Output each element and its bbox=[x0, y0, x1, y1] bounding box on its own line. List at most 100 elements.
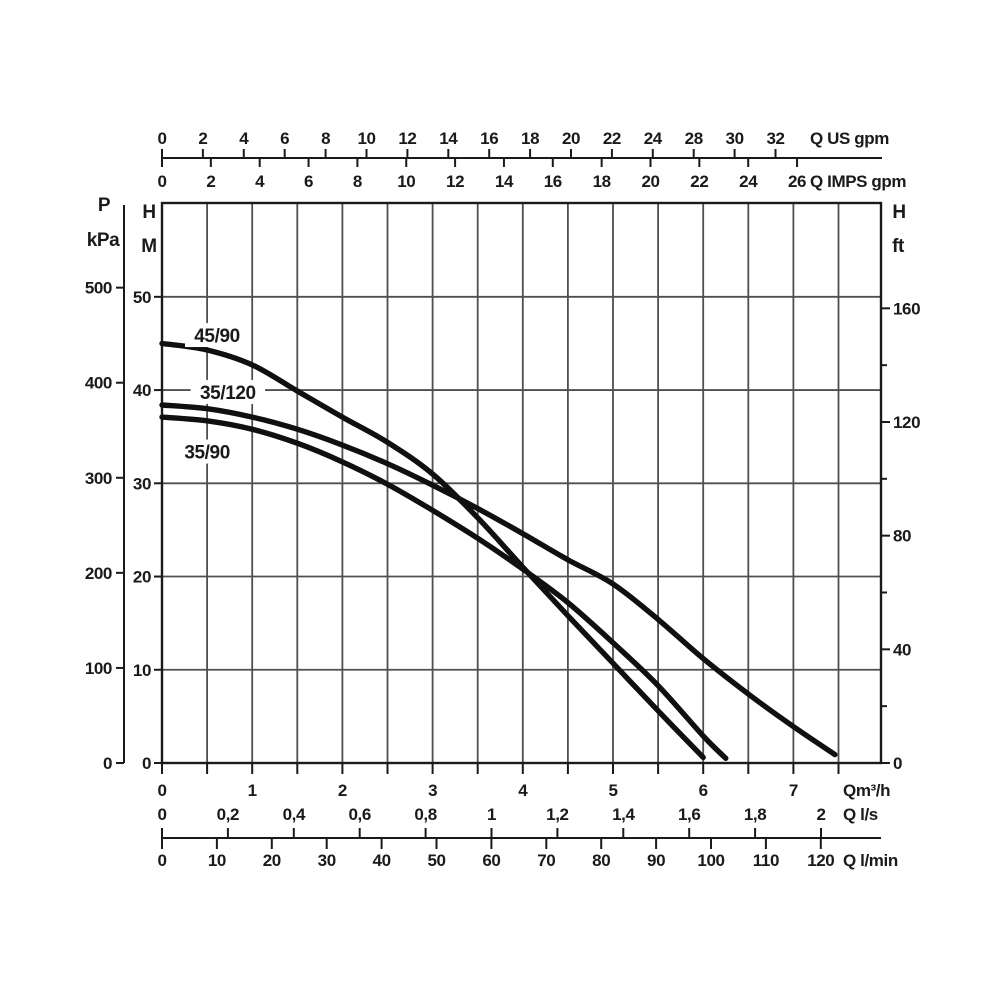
tick-label-lmin: 50 bbox=[427, 851, 445, 870]
tick-label-m: 0 bbox=[142, 754, 151, 773]
axis-title-p: P bbox=[98, 195, 111, 216]
axis-unit-m: M bbox=[141, 236, 156, 257]
tick-label-ft: 0 bbox=[893, 754, 902, 773]
tick-label-usgpm: 4 bbox=[239, 129, 249, 148]
axis-head-meters: HM 0 10 20 30 40 50 bbox=[133, 202, 162, 773]
curve-label-35-90: 35/90 bbox=[184, 443, 230, 464]
tick-label-lmin: 80 bbox=[592, 851, 610, 870]
tick-label-usgpm: 8 bbox=[321, 129, 330, 148]
tick-label-usgpm: 16 bbox=[480, 129, 498, 148]
tick-label-usgpm: 12 bbox=[398, 129, 416, 148]
tick-label-ls: 1 bbox=[487, 805, 496, 824]
tick-label-m3h: 7 bbox=[789, 781, 798, 800]
axis-unit-impsgpm: Q IMPS gpm bbox=[810, 172, 906, 191]
tick-label-kpa: 300 bbox=[85, 469, 112, 488]
tick-label-usgpm: 0 bbox=[157, 129, 166, 148]
tick-label-impsgpm: 24 bbox=[739, 172, 758, 191]
tick-label-usgpm: 32 bbox=[766, 129, 784, 148]
tick-label-lmin: 40 bbox=[373, 851, 391, 870]
tick-label-impsgpm: 8 bbox=[353, 172, 362, 191]
tick-label-impsgpm: 6 bbox=[304, 172, 313, 191]
tick-label-ls: 0,2 bbox=[217, 805, 239, 824]
tick-label-m3h: 2 bbox=[338, 781, 347, 800]
tick-label-usgpm: 30 bbox=[726, 129, 744, 148]
tick-label-impsgpm: 0 bbox=[157, 172, 166, 191]
tick-label-usgpm: 28 bbox=[685, 129, 703, 148]
axis-head-feet: Hft 0 40 80 120 160 bbox=[881, 202, 921, 773]
tick-label-m3h: 6 bbox=[699, 781, 708, 800]
axis-unit-ft: ft bbox=[892, 236, 905, 257]
axis-unit-usgpm: Q US gpm bbox=[810, 129, 889, 148]
tick-label-impsgpm: 22 bbox=[690, 172, 708, 191]
tick-label-kpa: 400 bbox=[85, 374, 112, 393]
tick-label-ls: 0,8 bbox=[414, 805, 436, 824]
axis-unit-ls: Q l/s bbox=[843, 805, 878, 824]
tick-label-kpa: 0 bbox=[103, 754, 112, 773]
tick-label-ls: 2 bbox=[816, 805, 825, 824]
tick-label-lmin: 30 bbox=[318, 851, 336, 870]
tick-label-usgpm: 6 bbox=[280, 129, 289, 148]
tick-label-ft: 120 bbox=[893, 413, 920, 432]
axis-unit-lmin: Q l/min bbox=[843, 851, 898, 870]
curve-label-backing bbox=[185, 323, 250, 348]
tick-label-lmin: 110 bbox=[753, 851, 779, 870]
tick-label-m: 50 bbox=[133, 288, 151, 307]
tick-label-impsgpm: 2 bbox=[206, 172, 215, 191]
tick-label-lmin: 20 bbox=[263, 851, 281, 870]
tick-label-ls: 0,6 bbox=[348, 805, 370, 824]
tick-label-ls: 1,4 bbox=[612, 805, 635, 824]
tick-label-ft: 160 bbox=[893, 299, 920, 318]
curve-label-35-120: 35/120 bbox=[200, 383, 256, 404]
curve-labels: 45/90 35/120 35/90 bbox=[175, 323, 266, 464]
tick-label-impsgpm: 26 bbox=[788, 172, 806, 191]
tick-label-usgpm: 22 bbox=[603, 129, 621, 148]
tick-label-ls: 0 bbox=[157, 805, 166, 824]
axis-bottom-ls-lmin: 0 0,2 0,4 0,6 0,8 1 1,2 1,4 1,6 1,8 2 Q l/s 0 10 20 30 4… bbox=[157, 805, 898, 870]
tick-label-impsgpm: 10 bbox=[397, 172, 415, 191]
tick-label-m3h: 3 bbox=[428, 781, 437, 800]
curve-label-45-90: 45/90 bbox=[194, 326, 240, 347]
tick-label-usgpm: 2 bbox=[198, 129, 207, 148]
tick-label-m3h: 4 bbox=[518, 781, 528, 800]
tick-label-usgpm: 14 bbox=[439, 129, 458, 148]
tick-label-m: 40 bbox=[133, 381, 151, 400]
axis-unit-kpa: kPa bbox=[87, 230, 120, 251]
curve-label-backing bbox=[190, 379, 266, 404]
tick-label-impsgpm: 18 bbox=[593, 172, 611, 191]
tick-label-usgpm: 18 bbox=[521, 129, 539, 148]
tick-label-m3h: 5 bbox=[608, 781, 617, 800]
tick-label-ls: 0,4 bbox=[283, 805, 306, 824]
tick-label-lmin: 90 bbox=[647, 851, 665, 870]
tick-label-impsgpm: 16 bbox=[544, 172, 562, 191]
tick-label-impsgpm: 12 bbox=[446, 172, 464, 191]
tick-label-m: 20 bbox=[133, 568, 151, 587]
tick-label-lmin: 70 bbox=[537, 851, 555, 870]
tick-label-impsgpm: 20 bbox=[641, 172, 659, 191]
tick-label-ft: 80 bbox=[893, 527, 911, 546]
axis-bottom-m3h: 0 1 2 3 4 5 6 7 Qm³/h bbox=[157, 763, 891, 800]
axis-title-h-ft: H bbox=[892, 202, 905, 223]
curve-label-backing bbox=[175, 439, 240, 464]
tick-label-usgpm: 20 bbox=[562, 129, 580, 148]
tick-label-lmin: 100 bbox=[697, 851, 724, 870]
tick-label-usgpm: 24 bbox=[644, 129, 663, 148]
tick-label-lmin: 10 bbox=[208, 851, 226, 870]
tick-label-impsgpm: 14 bbox=[495, 172, 514, 191]
tick-label-ls: 1,6 bbox=[678, 805, 700, 824]
tick-label-ls: 1,2 bbox=[546, 805, 568, 824]
curve-45-90 bbox=[159, 340, 706, 761]
axis-unit-m3h: Qm³/h bbox=[843, 781, 890, 800]
curve-35-90 bbox=[159, 414, 729, 761]
tick-label-lmin: 0 bbox=[157, 851, 166, 870]
tick-label-impsgpm: 4 bbox=[255, 172, 265, 191]
tick-label-m: 10 bbox=[133, 661, 151, 680]
tick-label-m3h: 1 bbox=[248, 781, 257, 800]
gridlines bbox=[162, 203, 881, 763]
tick-label-lmin: 60 bbox=[482, 851, 500, 870]
tick-label-lmin: 120 bbox=[807, 851, 834, 870]
tick-label-kpa: 200 bbox=[85, 564, 112, 583]
